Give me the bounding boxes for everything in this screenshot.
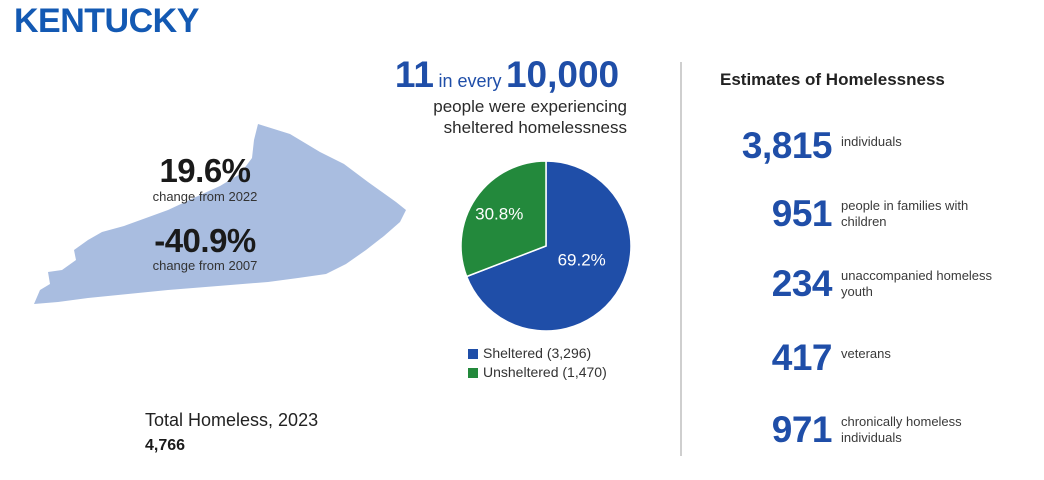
change-2007-value: -40.9%: [154, 222, 256, 259]
change-2022-label: change from 2022: [152, 189, 258, 204]
estimate-value: 971: [771, 409, 833, 450]
change-2022-value: 19.6%: [159, 152, 251, 189]
pie-label-sheltered: 69.2%: [558, 251, 606, 270]
estimate-label: veterans: [841, 346, 891, 361]
estimate-label: chronically homeless individuals: [841, 414, 962, 445]
legend-swatch: [468, 348, 478, 359]
pie-slice-unsheltered: [460, 160, 547, 278]
total-homeless-value: 4,766: [145, 437, 186, 454]
rate-headline: 11 in every 10,000: [372, 54, 642, 96]
rate-line-1: people were experiencing: [433, 97, 627, 116]
rate-line-2: sheltered homelessness: [443, 118, 627, 137]
rate-count: 11: [394, 54, 434, 95]
column-divider: [680, 62, 682, 456]
legend-item-sheltered: Sheltered (3,296): [468, 344, 607, 363]
pie-label-unsheltered: 30.8%: [475, 205, 523, 224]
rate-connector: in every: [438, 71, 502, 91]
rate-base: 10,000: [505, 54, 620, 95]
estimates-title: Estimates of Homelessness: [720, 70, 945, 89]
estimate-value: 234: [771, 263, 833, 304]
state-title: KENTUCKY: [14, 2, 199, 40]
estimate-label: unaccompanied homeless youth: [841, 268, 993, 299]
change-2007-label: change from 2007: [152, 258, 258, 273]
pie-legend: Sheltered (3,296) Unsheltered (1,470): [468, 344, 607, 382]
legend-swatch: [468, 367, 478, 378]
legend-item-unsheltered: Unsheltered (1,470): [468, 363, 607, 382]
kentucky-map: [34, 124, 406, 304]
pie-slice-sheltered: [465, 160, 632, 332]
shelter-pie-chart: 69.2% 30.8%: [460, 160, 632, 332]
estimate-value: 951: [771, 193, 833, 234]
rate-subtext: people were experiencing sheltered homel…: [372, 96, 642, 138]
estimate-label: people in families with children: [841, 198, 969, 229]
kentucky-state-shape: [34, 124, 406, 304]
total-homeless-label: Total Homeless, 2023: [145, 410, 319, 430]
legend-label: Sheltered (3,296): [483, 345, 592, 361]
legend-label: Unsheltered (1,470): [483, 364, 607, 380]
estimate-value: 3,815: [741, 125, 833, 166]
estimate-label: individuals: [841, 134, 902, 149]
estimate-value: 417: [771, 337, 833, 378]
